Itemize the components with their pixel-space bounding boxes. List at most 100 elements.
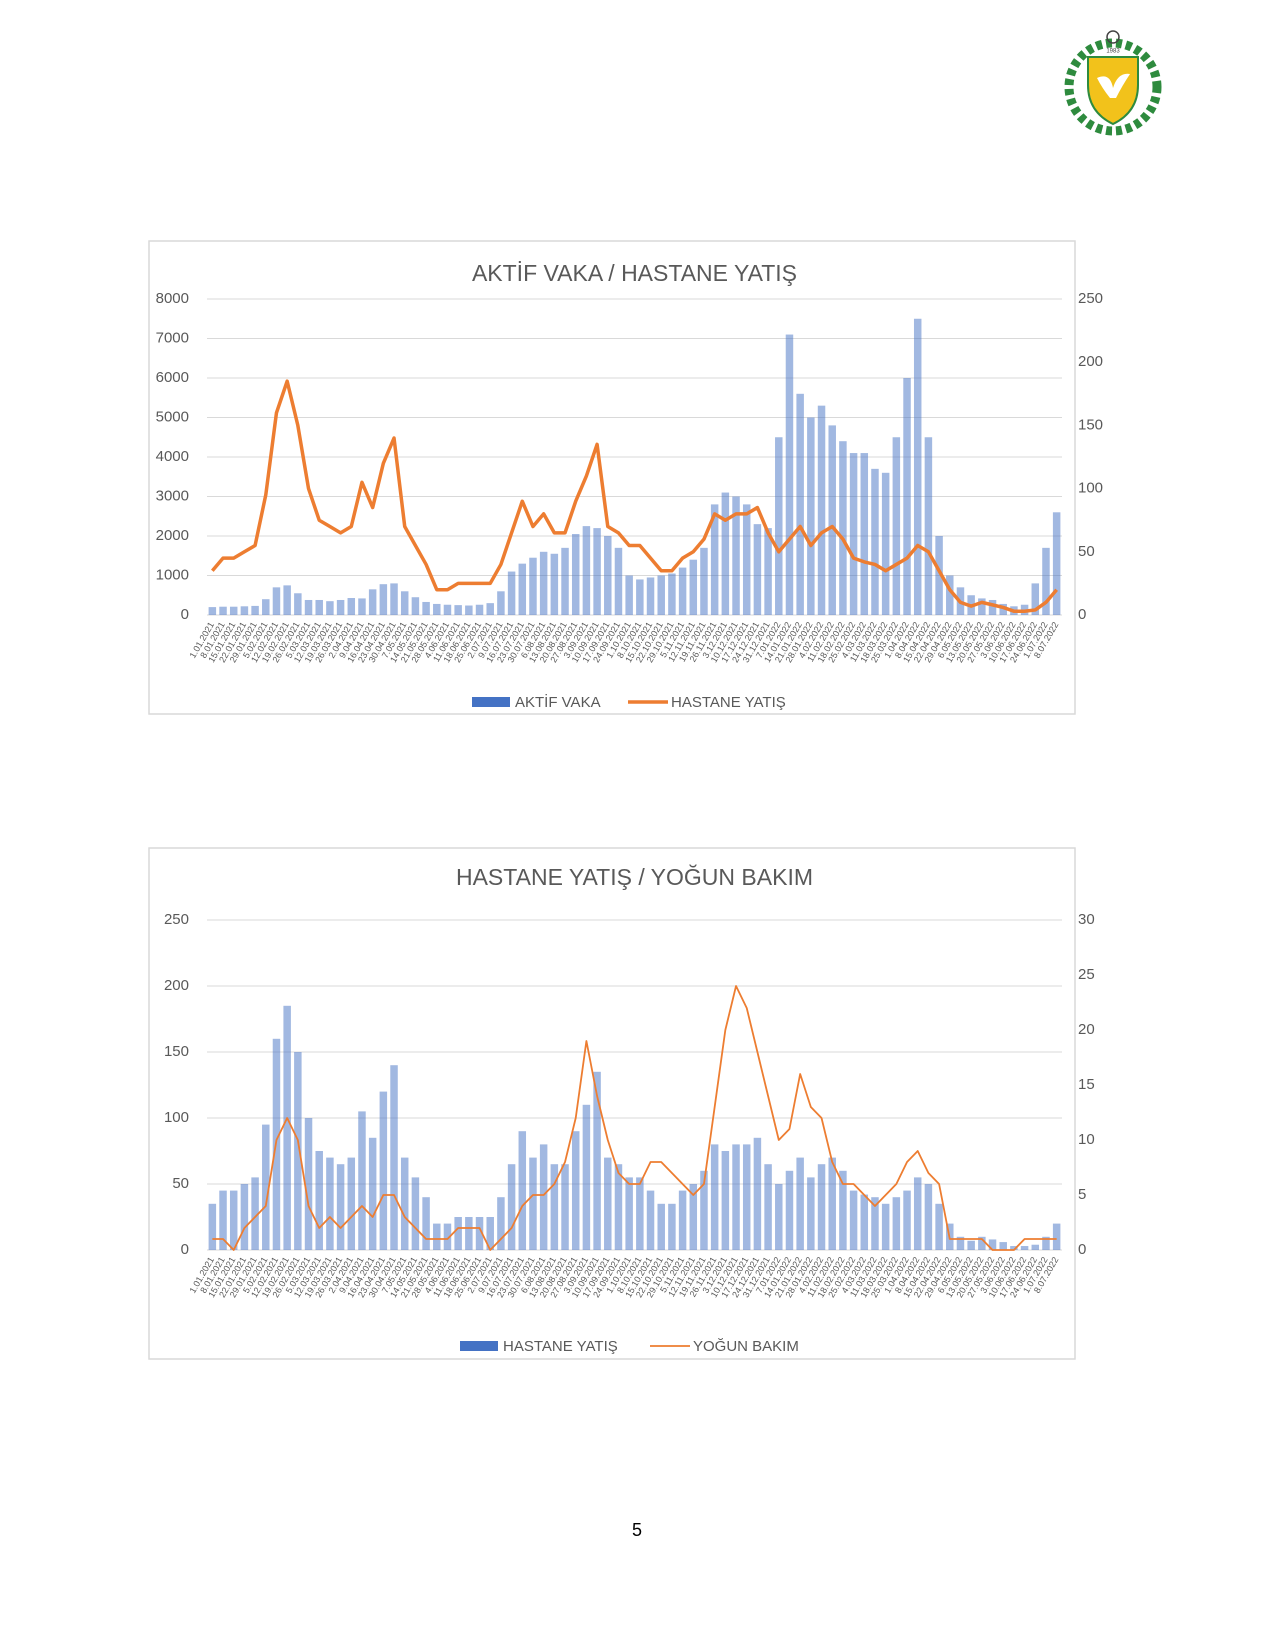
bar	[347, 1157, 356, 1250]
bar	[283, 1005, 291, 1250]
bar	[614, 1164, 623, 1250]
bar	[636, 579, 644, 615]
bar	[593, 528, 601, 615]
bar	[529, 1157, 537, 1250]
legend-label: AKTİF VAKA	[515, 693, 601, 711]
bar	[978, 1236, 986, 1250]
bar	[347, 598, 356, 615]
bar	[860, 453, 869, 615]
bar	[935, 536, 943, 615]
bar	[636, 1177, 644, 1250]
bar	[240, 1184, 249, 1250]
bar	[422, 601, 430, 615]
y2-tick-label: 50	[1078, 543, 1095, 560]
bar	[689, 1184, 698, 1250]
bar	[956, 1236, 965, 1250]
bar	[721, 492, 730, 615]
bar	[486, 1217, 494, 1250]
bar	[732, 1144, 740, 1250]
bar	[315, 1151, 323, 1250]
bar	[988, 1239, 997, 1250]
bar	[796, 1157, 804, 1250]
chart-title: AKTİF VAKA / HASTANE YATIŞ	[472, 260, 797, 286]
bar	[529, 557, 537, 615]
bar	[700, 1170, 708, 1250]
bar	[764, 528, 772, 615]
bar	[785, 1170, 794, 1250]
bar	[903, 378, 911, 615]
bar	[518, 1131, 527, 1250]
bar	[208, 607, 217, 615]
bar	[753, 524, 762, 615]
bar	[443, 604, 452, 615]
bar	[700, 547, 708, 615]
bar	[817, 1164, 826, 1250]
bar	[294, 593, 302, 615]
bar	[924, 1184, 933, 1250]
bar	[326, 1157, 334, 1250]
bar	[454, 605, 462, 615]
bar	[550, 553, 559, 615]
bar	[400, 591, 409, 615]
bar	[988, 599, 997, 615]
bar	[422, 1197, 430, 1250]
y2-tick-label: 20	[1078, 1021, 1095, 1038]
bar	[1042, 547, 1050, 615]
bar	[646, 577, 655, 615]
bar	[336, 1164, 345, 1250]
bar	[571, 534, 580, 615]
bar	[710, 1144, 719, 1250]
bar	[240, 606, 249, 615]
y-tick-label: 150	[164, 1043, 189, 1060]
bar	[294, 1052, 302, 1250]
page-number: 5	[632, 1520, 642, 1540]
bar	[379, 584, 388, 615]
bar	[582, 1104, 591, 1250]
bar	[764, 1164, 772, 1250]
bar	[796, 393, 804, 615]
legend-label: YOĞUN BAKIM	[693, 1338, 799, 1355]
bar	[251, 605, 259, 615]
chart: AKTİF VAKA / HASTANE YATIŞ01000200030004…	[148, 240, 1103, 715]
bar	[604, 536, 612, 615]
bar	[326, 601, 334, 615]
legend-swatch	[460, 1341, 498, 1351]
y2-tick-label: 5	[1078, 1186, 1086, 1203]
bar	[1020, 1246, 1029, 1250]
bar	[903, 1190, 911, 1250]
chart-title: HASTANE YATIŞ / YOĞUN BAKIM	[456, 864, 813, 890]
bar	[881, 472, 890, 615]
bar	[539, 1144, 548, 1250]
bar	[839, 441, 847, 615]
y-tick-label: 1000	[156, 566, 189, 583]
bar	[604, 1157, 612, 1250]
y2-tick-label: 100	[1078, 480, 1103, 497]
bar	[946, 575, 954, 615]
bar	[860, 1194, 869, 1250]
bar	[465, 1217, 473, 1250]
bar	[999, 1242, 1007, 1250]
bar	[229, 606, 238, 615]
y-tick-label: 7000	[156, 329, 189, 346]
bar	[561, 547, 569, 615]
bar	[871, 468, 879, 615]
bar	[849, 453, 858, 615]
bar	[390, 1065, 398, 1250]
bar	[892, 437, 901, 615]
bar	[625, 1177, 633, 1250]
y2-tick-label: 150	[1078, 416, 1103, 433]
y2-tick-label: 0	[1078, 606, 1086, 623]
bar	[262, 1124, 270, 1250]
bar	[881, 1203, 890, 1250]
bar	[368, 589, 377, 615]
bar	[262, 599, 270, 615]
bar	[828, 1157, 836, 1250]
bar	[229, 1190, 238, 1250]
bar	[999, 603, 1007, 615]
bar	[924, 437, 933, 615]
bar	[913, 318, 922, 615]
bar	[668, 573, 676, 615]
bar	[775, 1184, 783, 1250]
